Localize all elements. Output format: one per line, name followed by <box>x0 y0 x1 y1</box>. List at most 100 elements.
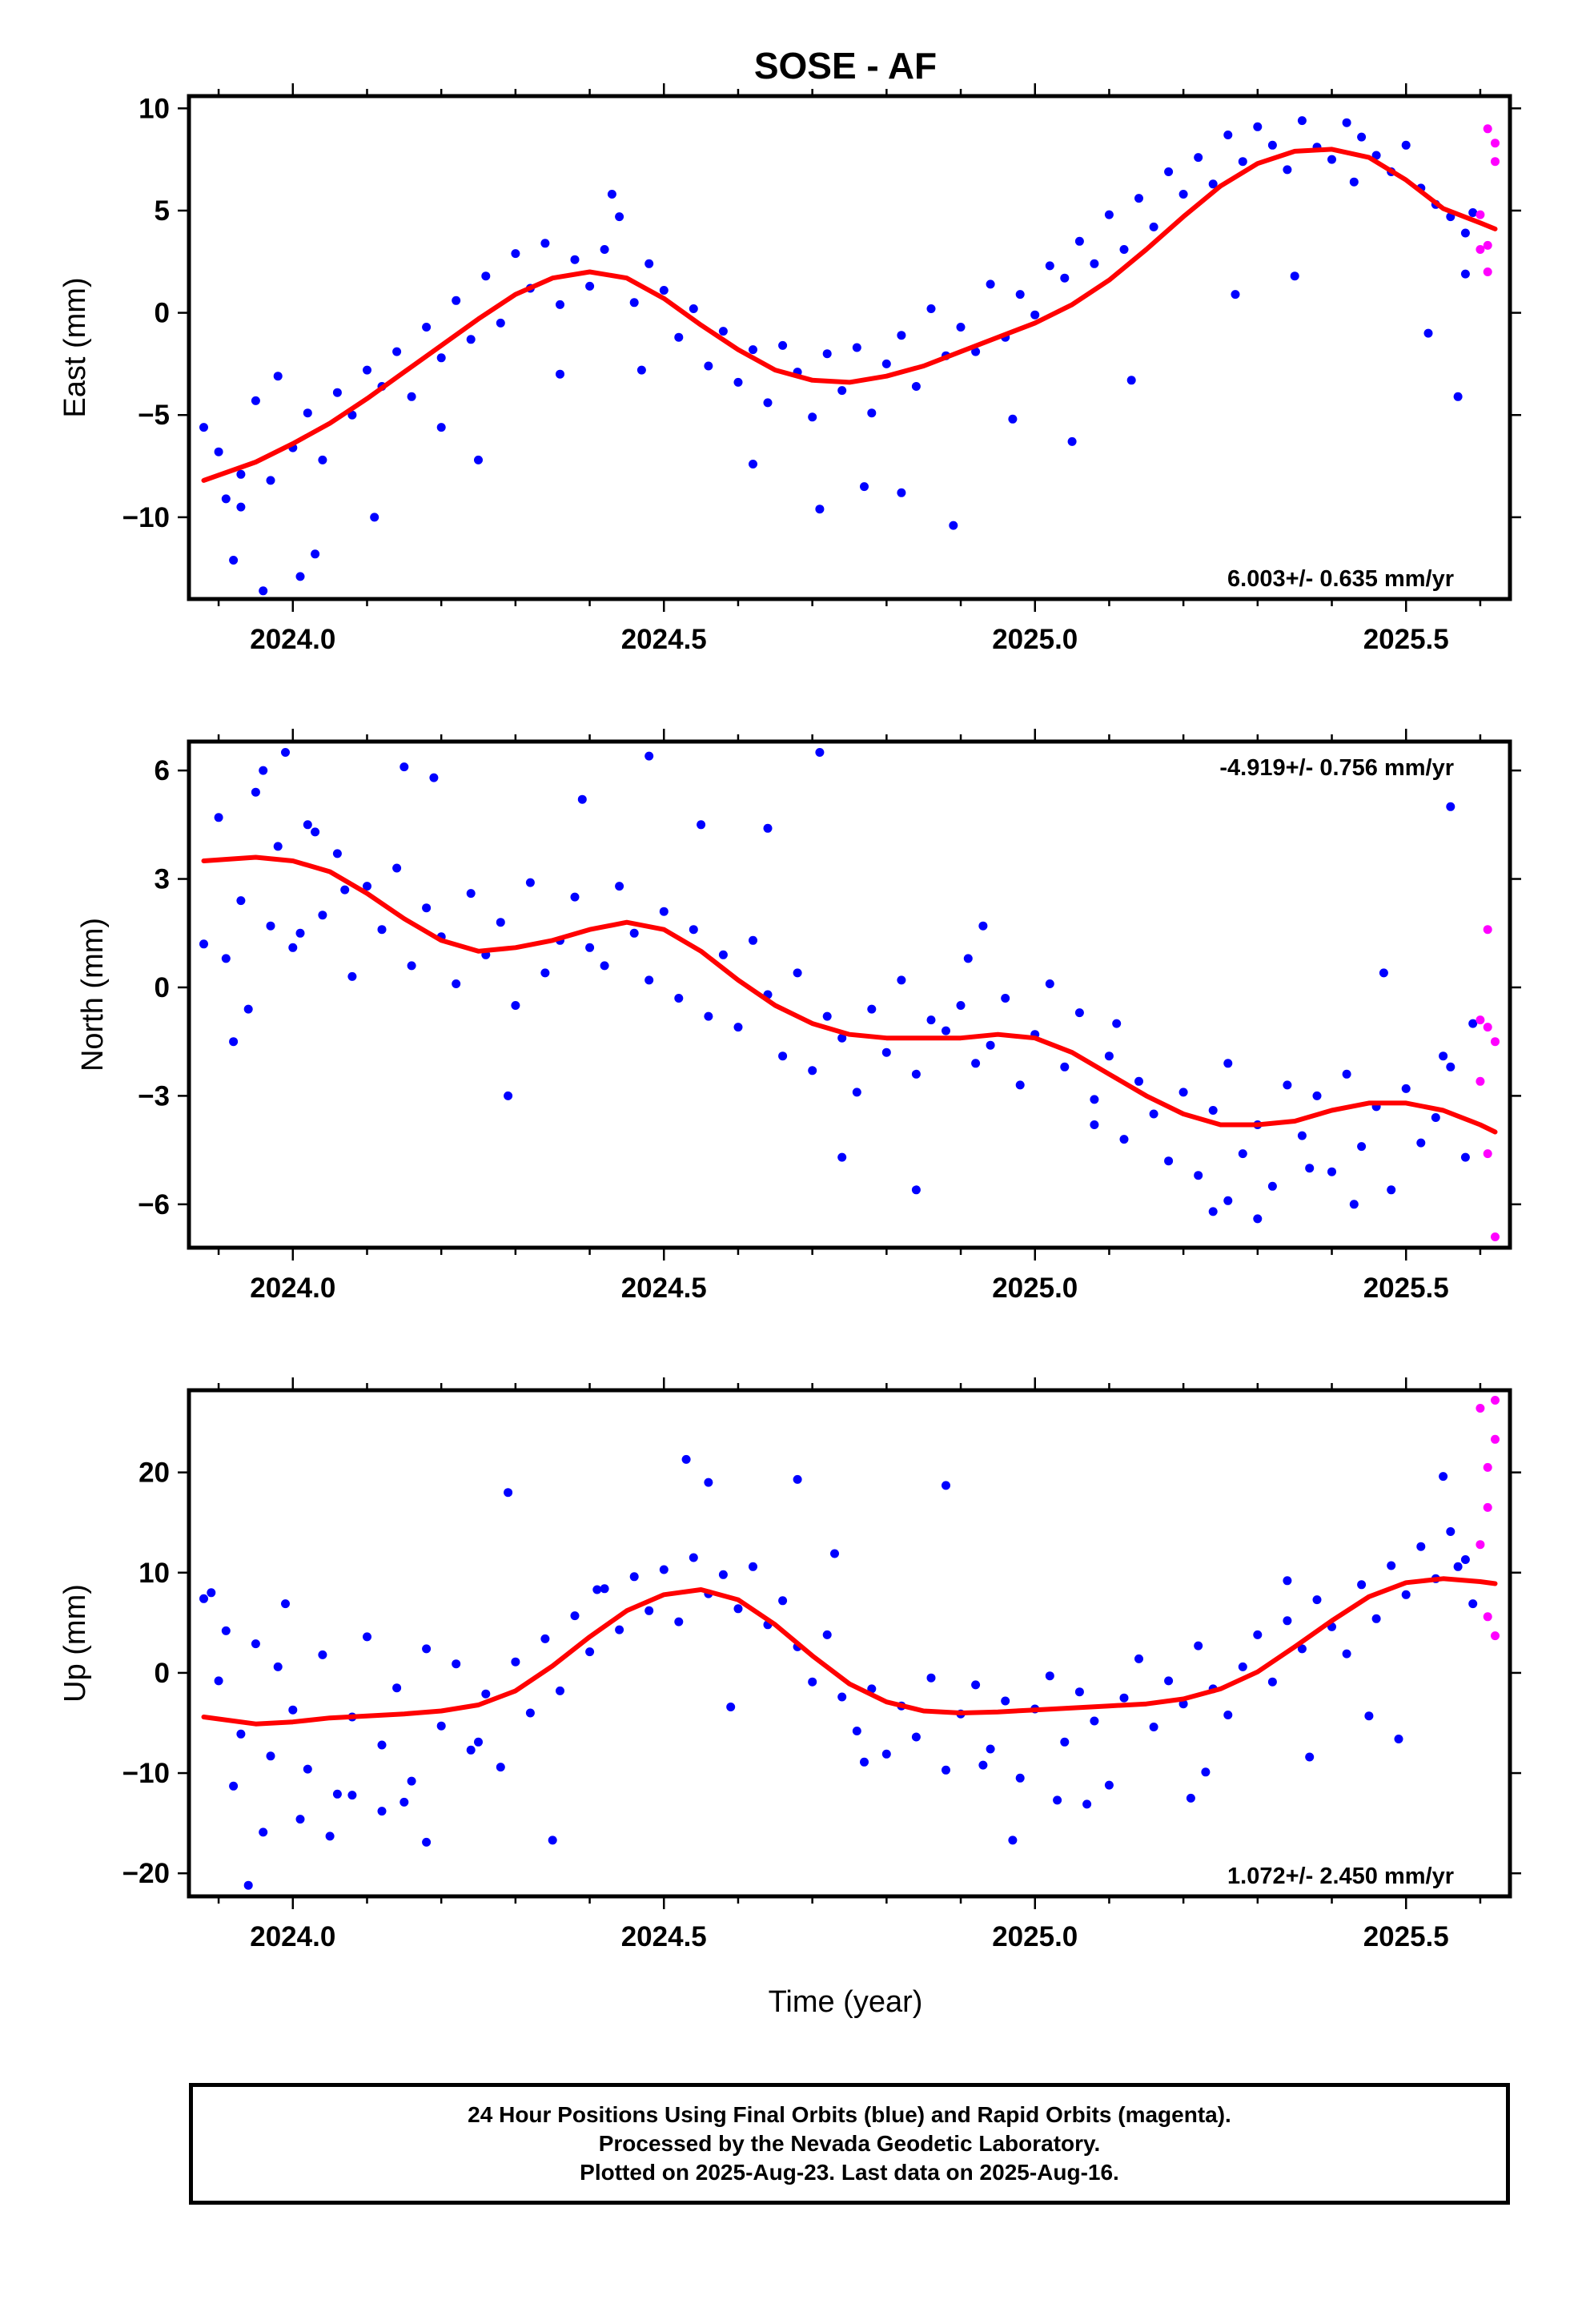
north-final-point <box>1238 1149 1247 1159</box>
north-final-point <box>808 1066 817 1076</box>
east-final-point <box>1030 310 1040 320</box>
north-final-point <box>1253 1214 1263 1224</box>
east-final-point <box>511 249 520 259</box>
up-x-tick-label: 2025.0 <box>992 1921 1078 1952</box>
north-final-point <box>585 943 595 952</box>
east-final-point <box>1119 245 1129 254</box>
east-final-point <box>1401 140 1411 150</box>
up-final-point <box>1371 1614 1381 1623</box>
north-final-point <box>259 766 268 775</box>
up-final-point <box>266 1751 275 1761</box>
north-final-point <box>1119 1135 1129 1144</box>
east-final-point <box>295 572 305 581</box>
up-final-point <box>1253 1630 1263 1639</box>
north-final-point <box>778 1051 788 1061</box>
north-final-point <box>1104 1051 1114 1061</box>
north-final-point <box>926 1015 936 1025</box>
north-final-point <box>674 994 684 1003</box>
up-final-point <box>1439 1472 1448 1482</box>
up-final-point <box>540 1634 550 1643</box>
north-rapid-point <box>1483 1149 1492 1159</box>
north-final-point <box>629 928 639 938</box>
north-final-point <box>340 885 350 895</box>
north-final-point <box>392 863 402 873</box>
up-final-point <box>199 1594 208 1603</box>
north-rapid-point <box>1476 1076 1485 1086</box>
up-final-point <box>1001 1696 1010 1706</box>
up-final-point <box>548 1835 557 1845</box>
east-final-point <box>1015 290 1025 300</box>
up-final-point <box>259 1827 268 1837</box>
north-final-point <box>1074 1008 1084 1018</box>
north-final-point <box>978 921 988 931</box>
east-final-point <box>474 455 483 464</box>
up-final-point <box>422 1644 432 1654</box>
up-final-point <box>221 1626 231 1635</box>
north-y-label: North (mm) <box>76 918 110 1072</box>
up-final-point <box>1468 1599 1478 1609</box>
up-final-point <box>436 1721 446 1731</box>
east-final-point <box>1208 179 1218 189</box>
north-final-point <box>1379 968 1388 978</box>
north-final-point <box>837 1033 847 1043</box>
up-final-point <box>644 1606 654 1615</box>
up-final-point <box>363 1632 371 1642</box>
east-final-point <box>570 255 580 264</box>
north-final-point <box>318 911 327 920</box>
north-final-point <box>1416 1138 1426 1148</box>
east-final-point <box>852 343 861 352</box>
up-final-point <box>525 1708 535 1718</box>
east-rapid-point <box>1483 267 1492 276</box>
north-final-point <box>1401 1084 1411 1093</box>
north-final-point <box>1223 1059 1233 1068</box>
up-final-point <box>986 1744 995 1754</box>
east-final-point <box>1178 190 1188 199</box>
north-final-point <box>1164 1156 1174 1166</box>
up-final-point <box>303 1764 312 1774</box>
up-final-point <box>1149 1723 1158 1731</box>
up-final-point <box>1453 1562 1463 1571</box>
north-final-point <box>837 1152 847 1162</box>
east-final-point <box>749 460 757 468</box>
north-final-point <box>288 943 298 952</box>
east-final-point <box>318 455 327 464</box>
east-final-point <box>926 304 936 313</box>
up-rapid-point <box>1483 1462 1492 1472</box>
caption-line-2: Processed by the Nevada Geodetic Laborat… <box>598 2131 1101 2156</box>
east-final-point <box>1290 271 1299 281</box>
east-final-point <box>815 505 825 514</box>
north-final-point <box>1015 1080 1025 1090</box>
north-x-tick-label: 2025.0 <box>992 1273 1078 1304</box>
east-final-point <box>466 335 476 344</box>
up-panel: 2024.0 2024.5 2025.0 2025.5 20 10 0 −10 −20 Up (m… <box>58 1377 1521 1952</box>
east-final-point <box>1238 157 1247 167</box>
north-final-point <box>1134 1076 1143 1086</box>
east-final-point <box>1149 222 1158 231</box>
up-final-point <box>659 1565 669 1574</box>
north-final-point <box>881 1047 891 1057</box>
north-frame <box>187 739 1512 1250</box>
east-final-point <box>1223 131 1233 139</box>
east-final-point <box>1231 290 1240 300</box>
north-final-point <box>511 1001 520 1010</box>
up-final-point <box>585 1647 595 1657</box>
up-final-point <box>704 1478 713 1487</box>
east-velocity-label: 6.003+/- 0.635 mm/yr <box>1227 566 1454 592</box>
east-frame <box>187 94 1512 601</box>
up-y-tick-label: −10 <box>122 1758 170 1789</box>
east-final-point <box>273 372 283 381</box>
up-final-point <box>332 1789 342 1799</box>
east-final-point <box>1253 122 1263 131</box>
up-final-point <box>837 1692 847 1702</box>
east-final-point <box>1371 151 1381 160</box>
up-final-point <box>377 1740 387 1750</box>
east-final-point <box>540 239 550 248</box>
north-final-point <box>822 1011 832 1021</box>
up-final-point <box>926 1673 936 1683</box>
north-final-point <box>911 1069 921 1079</box>
up-final-point <box>496 1763 505 1772</box>
up-final-point <box>881 1749 891 1759</box>
east-rapid-point <box>1491 157 1500 167</box>
caption-box: 24 Hour Positions Using Final Orbits (bl… <box>189 2083 1510 2205</box>
east-final-point <box>436 353 446 363</box>
